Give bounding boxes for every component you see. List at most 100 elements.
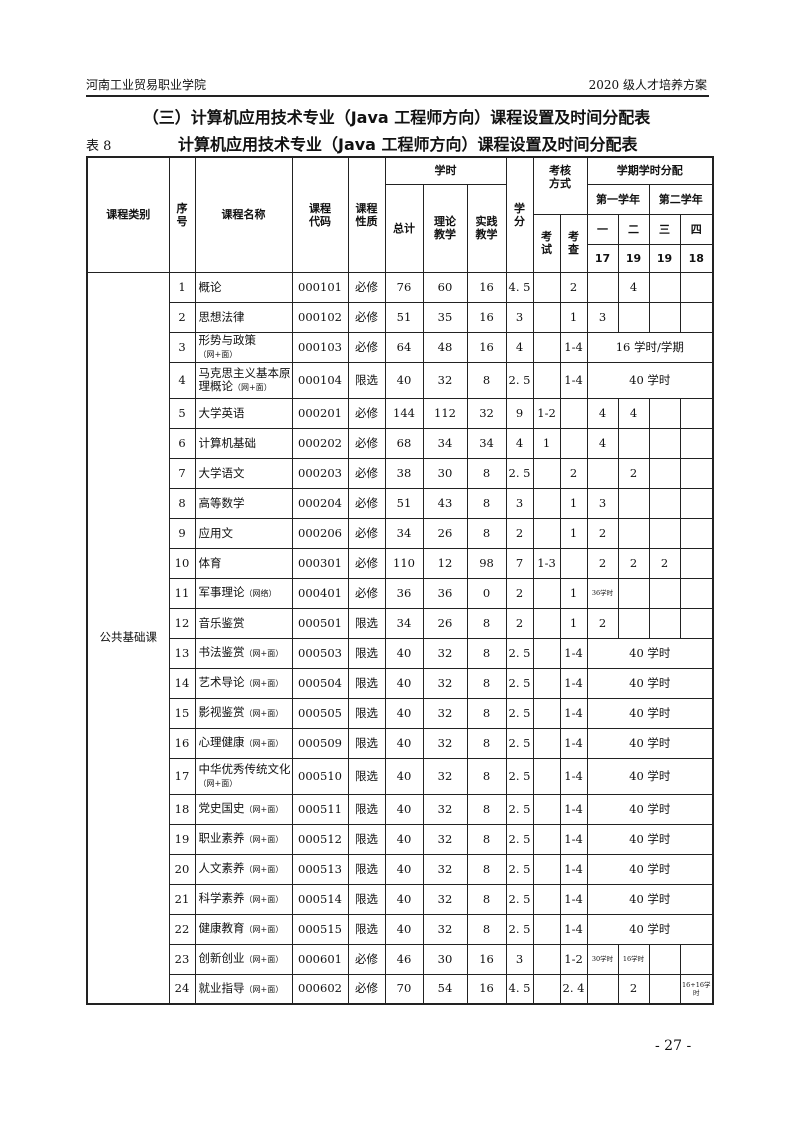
row-no: 5	[168, 397, 196, 429]
assess-exam	[532, 331, 561, 363]
hours-theory: 26	[422, 517, 468, 549]
hours-practice: 8	[466, 517, 507, 549]
header-credit: 学分	[505, 156, 534, 273]
course-name: 书法鉴赏（网+面）	[194, 637, 293, 669]
table-row: 16 心理健康（网+面） 000509 限选 40 32 8 2. 5 1-4 40 学时	[87, 727, 714, 759]
header-semester-2: 二	[617, 213, 650, 245]
header-code: 课程代码	[291, 156, 349, 273]
course-code: 000401	[291, 577, 349, 609]
table-row: 10 体育 000301 必修 110 12 98 7 1-3 2 2 2	[87, 547, 714, 579]
course-name: 马克思主义基本原理概论（网+面）	[194, 361, 293, 399]
assess-exam: 1-2	[532, 397, 561, 429]
course-table: 课程类别 序号 课程名称 课程代码 课程性质 学时 学分 考核方式 学期学时分配…	[86, 156, 715, 1005]
course-delivery-note: （网+面）	[244, 739, 284, 748]
header-year2: 第二学年	[648, 183, 714, 215]
semester-1-hours	[586, 973, 619, 1005]
semester-1-hours	[586, 457, 619, 489]
semester-1-hours: 2	[586, 547, 619, 579]
course-delivery-note: （网+面）	[198, 778, 238, 788]
semester-1-hours	[586, 271, 619, 303]
credit: 2	[505, 577, 534, 609]
assess-exam	[532, 457, 561, 489]
hours-practice: 8	[466, 361, 507, 399]
hours-total: 40	[384, 793, 424, 825]
course-code: 000510	[291, 757, 349, 795]
row-no: 22	[168, 913, 196, 945]
course-name: 大学英语	[194, 397, 293, 429]
course-delivery-note: （网+面）	[244, 649, 284, 658]
semester-hours-span: 40 学时	[586, 637, 714, 669]
credit: 2. 5	[505, 457, 534, 489]
semester-4-hours	[679, 487, 714, 519]
credit: 2. 5	[505, 883, 534, 915]
hours-theory: 32	[422, 757, 468, 795]
course-nature: 限选	[347, 793, 386, 825]
hours-theory: 60	[422, 271, 468, 303]
course-name-text: 大学语文	[198, 465, 245, 480]
semester-4-hours	[679, 301, 714, 333]
hours-theory: 12	[422, 547, 468, 579]
hours-total: 76	[384, 271, 424, 303]
course-name-text: 就业指导	[198, 980, 245, 995]
row-no: 14	[168, 667, 196, 699]
course-name-text: 音乐鉴赏	[198, 615, 245, 630]
assess-check: 1-2	[559, 943, 588, 975]
assess-exam: 1	[532, 427, 561, 459]
header-total: 总计	[384, 183, 424, 273]
semester-3-hours	[648, 487, 681, 519]
hours-practice: 8	[466, 823, 507, 855]
course-nature: 必修	[347, 577, 386, 609]
assess-check: 2	[559, 271, 588, 303]
header-semester-dist: 学期学时分配	[586, 156, 714, 185]
table-row: 24 就业指导（网+面） 000602 必修 70 54 16 4. 5 2. 4 2 16+16学…	[87, 973, 714, 1005]
semester-2-hours	[617, 607, 650, 639]
semester-1-hours: 3	[586, 301, 619, 333]
hours-total: 40	[384, 883, 424, 915]
assess-exam	[532, 973, 561, 1005]
course-nature: 必修	[347, 943, 386, 975]
course-code: 000203	[291, 457, 349, 489]
header-theory: 理论教学	[422, 183, 468, 273]
hours-theory: 112	[422, 397, 468, 429]
course-name-text: 军事理论	[198, 585, 245, 599]
credit: 9	[505, 397, 534, 429]
semester-2-hours: 2	[617, 547, 650, 579]
table-row: 19 职业素养（网+面） 000512 限选 40 32 8 2. 5 1-4 40 学时	[87, 823, 714, 855]
course-name-text: 职业素养	[198, 831, 245, 845]
semester-hours-span: 40 学时	[586, 667, 714, 699]
assess-exam	[532, 517, 561, 549]
hours-theory: 35	[422, 301, 468, 333]
semester-hours-span: 40 学时	[586, 361, 714, 399]
course-delivery-note: （网络）	[244, 589, 277, 598]
course-name-text: 健康教育	[198, 921, 245, 935]
credit: 2	[505, 517, 534, 549]
assess-exam	[532, 883, 561, 915]
course-code: 000501	[291, 607, 349, 639]
hours-total: 64	[384, 331, 424, 363]
hours-total: 46	[384, 943, 424, 975]
assess-check	[559, 397, 588, 429]
hours-practice: 8	[466, 457, 507, 489]
assess-check	[559, 427, 588, 459]
hours-total: 40	[384, 823, 424, 855]
semester-1-hours: 30学时	[586, 943, 619, 975]
hours-practice: 0	[466, 577, 507, 609]
hours-total: 144	[384, 397, 424, 429]
course-name-text: 形势与政策	[198, 332, 257, 347]
semester-3-hours	[648, 577, 681, 609]
course-delivery-note: （网+面）	[244, 805, 284, 814]
course-nature: 必修	[347, 973, 386, 1005]
row-no: 1	[168, 271, 196, 303]
course-code: 000204	[291, 487, 349, 519]
header-weeks-2: 19	[617, 243, 650, 273]
semester-hours-span: 40 学时	[586, 697, 714, 729]
hours-theory: 54	[422, 973, 468, 1005]
row-no: 20	[168, 853, 196, 885]
semester-2-hours: 4	[617, 397, 650, 429]
course-name-text: 大学英语	[198, 405, 245, 420]
course-name-text: 应用文	[198, 525, 234, 540]
assess-exam	[532, 487, 561, 519]
course-nature: 限选	[347, 361, 386, 399]
semester-4-hours	[679, 547, 714, 579]
course-delivery-note: （网+面）	[233, 382, 272, 392]
